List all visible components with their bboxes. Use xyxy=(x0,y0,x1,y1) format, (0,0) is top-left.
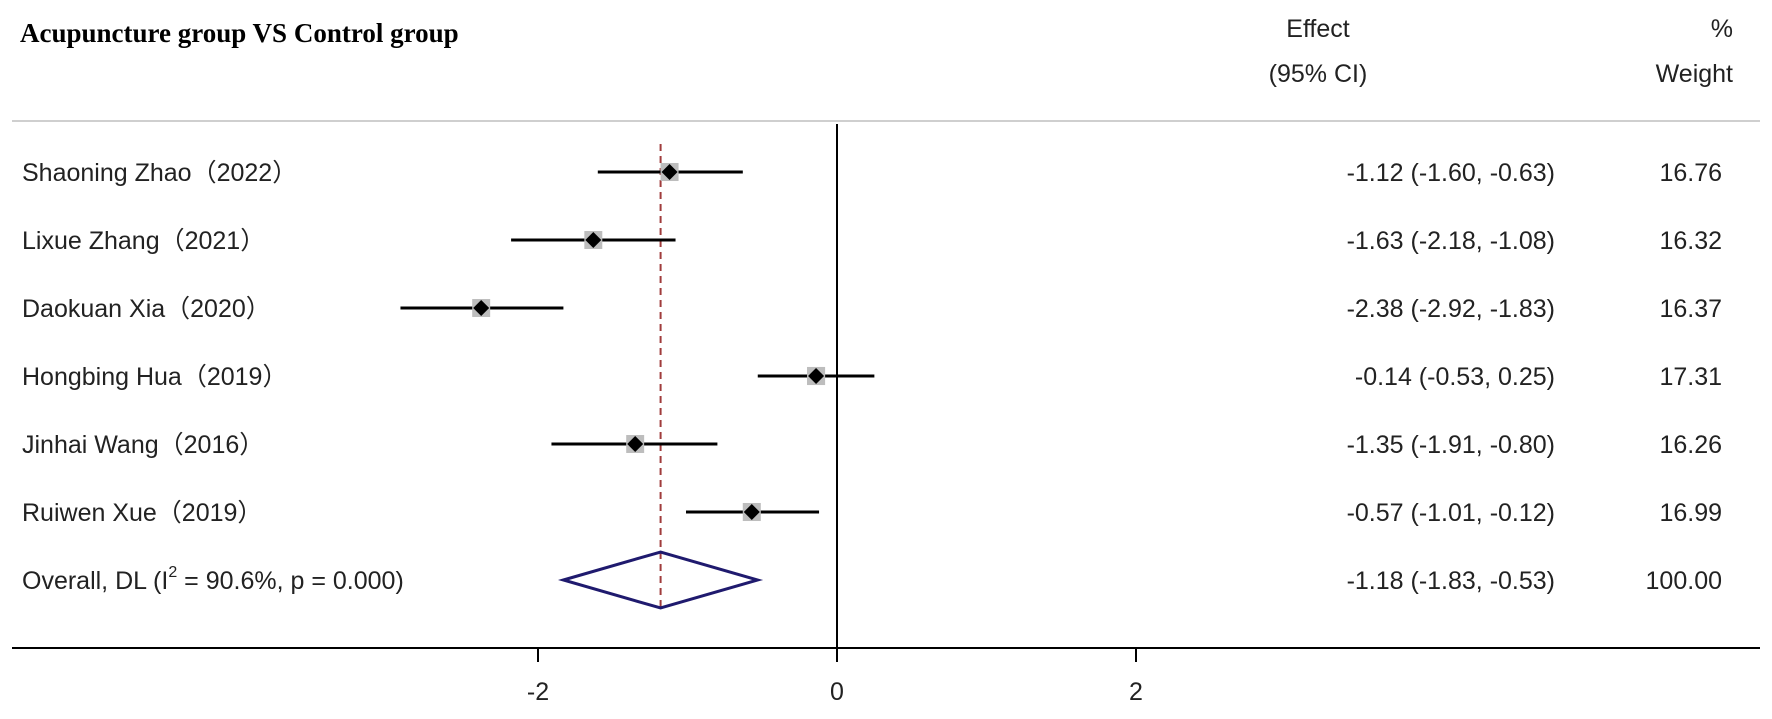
point-estimate xyxy=(473,300,490,316)
study-label: Daokuan Xia（2020） xyxy=(22,295,271,323)
study-label: Jinhai Wang（2016） xyxy=(22,431,264,459)
overall-label-suffix: = 90.6%, p = 0.000) xyxy=(177,567,404,595)
weight-header-line1: % xyxy=(1711,15,1733,43)
study-row: Shaoning Zhao（2022） -1.12 (-1.60, -0.63) 1… xyxy=(22,159,1722,187)
point-estimate xyxy=(585,232,602,248)
point-estimate xyxy=(627,436,644,452)
effect-header-line2: (95% CI) xyxy=(1269,60,1368,88)
x-tick-label: 0 xyxy=(830,678,844,706)
overall-label-superscript: 2 xyxy=(168,564,177,581)
study-row: Jinhai Wang（2016） -1.35 (-1.91, -0.80) 16.… xyxy=(22,431,1722,459)
overall-label: Overall, DL (I2 = 90.6%, p = 0.000) xyxy=(22,564,404,595)
weight-text: 17.31 xyxy=(1659,363,1722,391)
overall-row: Overall, DL (I2 = 90.6%, p = 0.000) -1.18… xyxy=(22,550,1722,610)
x-tick-label: -2 xyxy=(527,678,549,706)
x-ticks: -2 0 2 xyxy=(527,648,1143,706)
point-estimate xyxy=(743,504,760,520)
study-row: Hongbing Hua（2019） -0.14 (-0.53, 0.25) 17.… xyxy=(22,363,1722,391)
study-label: Hongbing Hua（2019） xyxy=(22,363,287,391)
point-estimate xyxy=(808,368,825,384)
overall-label-prefix: Overall, DL (I xyxy=(22,567,168,595)
weight-text: 16.32 xyxy=(1659,227,1722,255)
weight-text: 16.76 xyxy=(1659,159,1722,187)
weight-text: 16.26 xyxy=(1659,431,1722,459)
effect-ci-text: -1.35 (-1.91, -0.80) xyxy=(1347,431,1555,459)
overall-diamond xyxy=(557,550,764,610)
study-row: Daokuan Xia（2020） -2.38 (-2.92, -1.83) 16.… xyxy=(22,295,1722,323)
effect-ci-text: -0.57 (-1.01, -0.12) xyxy=(1347,499,1555,527)
effect-ci-text: -0.14 (-0.53, 0.25) xyxy=(1355,363,1555,391)
effect-ci-text: -2.38 (-2.92, -1.83) xyxy=(1347,295,1555,323)
study-label: Ruiwen Xue（2019） xyxy=(22,499,262,527)
x-tick-label: 2 xyxy=(1129,678,1143,706)
overall-weight-text: 100.00 xyxy=(1646,567,1722,595)
study-row: Lixue Zhang（2021） -1.63 (-2.18, -1.08) 16.… xyxy=(22,227,1722,255)
study-label: Lixue Zhang（2021） xyxy=(22,227,265,255)
overall-effect-ci-text: -1.18 (-1.83, -0.53) xyxy=(1347,567,1555,595)
study-label: Shaoning Zhao（2022） xyxy=(22,159,297,187)
weight-text: 16.99 xyxy=(1659,499,1722,527)
weight-header-line2: Weight xyxy=(1656,60,1733,88)
study-row: Ruiwen Xue（2019） -0.57 (-1.01, -0.12) 16.9… xyxy=(22,499,1722,527)
effect-header-line1: Effect xyxy=(1286,15,1350,43)
point-estimate xyxy=(661,164,678,180)
effect-ci-text: -1.63 (-2.18, -1.08) xyxy=(1347,227,1555,255)
chart-title: Acupuncture group VS Control group xyxy=(20,18,459,48)
effect-ci-text: -1.12 (-1.60, -0.63) xyxy=(1347,159,1555,187)
weight-text: 16.37 xyxy=(1659,295,1722,323)
study-rows: Shaoning Zhao（2022） -1.12 (-1.60, -0.63) 1… xyxy=(22,159,1722,527)
